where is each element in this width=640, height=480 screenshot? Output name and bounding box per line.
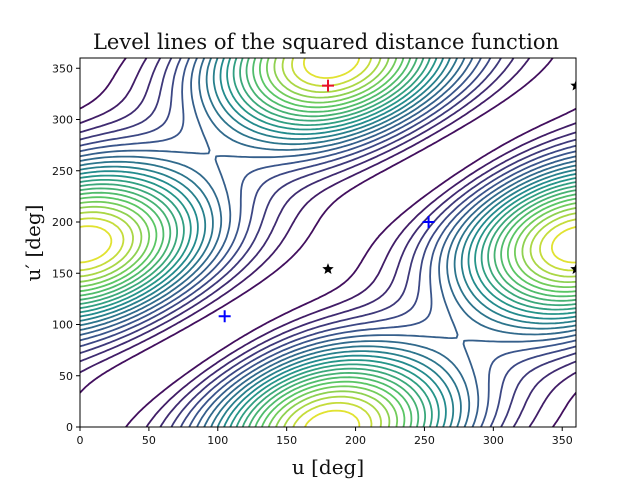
- contour-level-line: [80, 58, 576, 427]
- y-tick-label: 350: [52, 62, 73, 75]
- contour-level-line: [80, 58, 576, 427]
- y-axis-ticks: 0 50 100 150 200 250 300 350: [52, 62, 80, 434]
- contour-level-line: [80, 58, 576, 427]
- contour-level-line: [80, 58, 576, 427]
- contour-level-line: [80, 58, 576, 427]
- y-tick-label: 0: [66, 421, 73, 434]
- contour-level-line: [80, 58, 576, 427]
- contour-level-line: [80, 58, 576, 427]
- contour-level-line: [80, 58, 576, 427]
- contour-level-line: [80, 58, 576, 427]
- contour-level-line: [80, 58, 576, 427]
- contour-level-line: [80, 58, 576, 427]
- x-tick-label: 0: [77, 434, 84, 447]
- x-axis-label: u [deg]: [292, 455, 364, 479]
- saddle-star-marker: [570, 263, 576, 274]
- contour-level-line: [80, 58, 576, 427]
- saddle-star-marker: [322, 263, 334, 274]
- chart-title: Level lines of the squared distance func…: [93, 30, 559, 54]
- contour-level-line: [80, 58, 576, 427]
- minimum-plus-marker: [422, 216, 435, 228]
- contour-level-line: [80, 58, 576, 427]
- minimum-plus-marker: [218, 310, 231, 323]
- contour-lines: [80, 58, 576, 427]
- x-tick-label: 100: [207, 434, 228, 447]
- contour-level-line: [80, 58, 576, 427]
- x-tick-label: 50: [142, 434, 156, 447]
- x-tick-label: 350: [552, 434, 573, 447]
- y-axis-label: u′ [deg]: [21, 205, 45, 282]
- x-tick-label: 150: [276, 434, 297, 447]
- x-tick-label: 300: [483, 434, 504, 447]
- contour-level-line: [80, 58, 576, 427]
- maximum-plus-marker: [322, 79, 334, 92]
- y-tick-label: 250: [52, 165, 73, 178]
- y-tick-label: 50: [59, 370, 73, 383]
- saddle-star-marker: [570, 79, 576, 91]
- plot-frame: [79, 57, 577, 428]
- contour-level-line: [80, 58, 576, 427]
- contour-level-line: [80, 58, 576, 427]
- contour-level-line: [80, 58, 576, 427]
- x-axis-ticks: 0 50 100 150 200 250 300 350: [77, 427, 573, 447]
- x-tick-label: 200: [345, 434, 366, 447]
- y-tick-label: 150: [52, 267, 73, 280]
- y-tick-label: 100: [52, 319, 73, 332]
- x-tick-label: 250: [414, 434, 435, 447]
- y-tick-label: 300: [52, 114, 73, 127]
- contour-level-line: [80, 58, 576, 427]
- y-tick-label: 200: [52, 216, 73, 229]
- contour-level-line: [80, 58, 576, 427]
- marker-layer: [218, 79, 576, 323]
- contour-level-line: [80, 58, 576, 427]
